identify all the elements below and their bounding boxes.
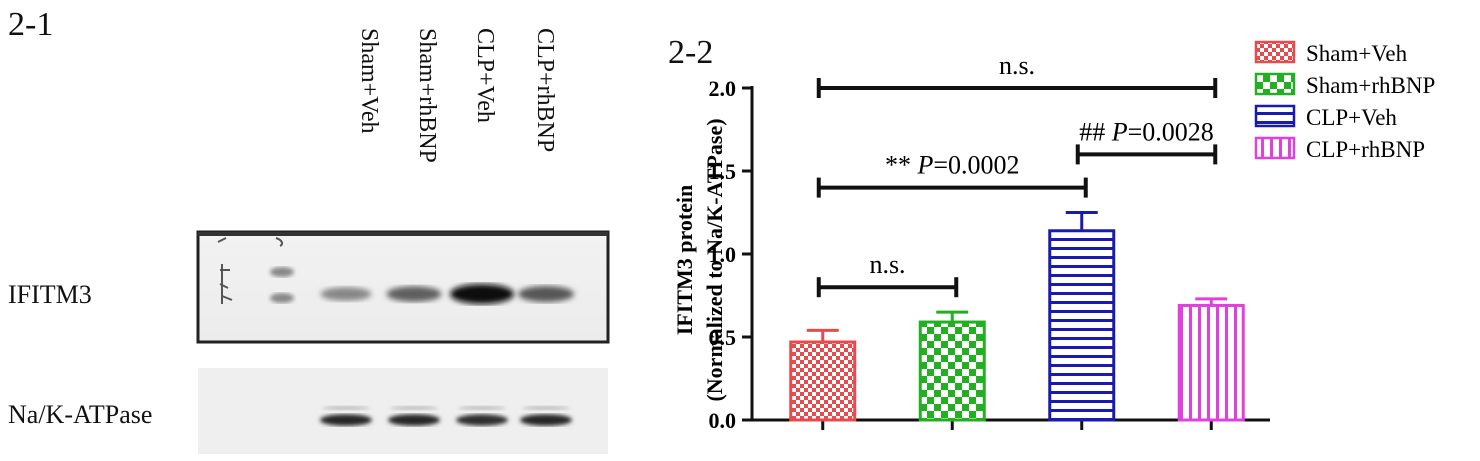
- y-tick-label: 0.5: [709, 325, 737, 350]
- y-tick-label: 2.0: [709, 76, 737, 101]
- western-blot-image: [196, 230, 610, 454]
- ifitm3-band-3: [450, 284, 514, 304]
- atpase-blot-strip: [198, 368, 608, 454]
- bar-4: [1177, 303, 1245, 422]
- lane-label-clp-veh: CLP+Veh: [472, 28, 498, 123]
- legend-swatch-4: [1254, 136, 1296, 160]
- legend-label-2: Sham+rhBNP: [1306, 73, 1435, 98]
- blot-row-label-ifitm3: IFITM3: [8, 280, 92, 309]
- y-tick-label: 1.5: [709, 159, 737, 184]
- significance-label-1: n.s.: [999, 51, 1035, 80]
- lane-label-sham-rhbnp: Sham+rhBNP: [414, 28, 440, 163]
- atpase-band-4: [520, 414, 572, 426]
- bar-chart: IFITM3 protein (Normalized to Na/K-ATPas…: [672, 40, 1435, 433]
- bar-3: [1048, 229, 1116, 422]
- significance-label-4: n.s.: [869, 250, 905, 279]
- ifitm3-blot-strip: [196, 230, 610, 344]
- ifitm3-band-2: [386, 286, 442, 302]
- atpase-band-upper-2: [390, 406, 438, 410]
- atpase-band-upper-3: [458, 406, 506, 410]
- bar-2: [918, 320, 986, 422]
- legend-swatch-1: [1254, 40, 1296, 64]
- panel-label-2-1: 2-1: [8, 6, 54, 43]
- atpase-band-1: [320, 414, 372, 426]
- atpase-band-upper-1: [322, 406, 370, 410]
- legend-label-4: CLP+rhBNP: [1306, 137, 1425, 162]
- significance-annotations: n.s. ## P=0.0028 ** P=0.0002 n.s.: [816, 51, 1218, 298]
- chart-bars: [789, 211, 1245, 422]
- y-axis-label: IFITM3 protein: [672, 185, 697, 336]
- legend-label-1: Sham+Veh: [1306, 41, 1408, 66]
- ifitm3-band-4: [518, 286, 574, 302]
- chart-legend: Sham+Veh Sham+rhBNP CLP+Veh CLP+rhBNP: [1254, 40, 1435, 162]
- panel-label-2-2: 2-2: [668, 34, 714, 71]
- atpase-band-2: [388, 414, 440, 426]
- blot-row-label-atpase: Na/K-ATPase: [8, 400, 153, 429]
- y-tick-label: 1.0: [709, 242, 737, 267]
- bar-1: [789, 340, 857, 422]
- atpase-band-upper-4: [522, 406, 570, 410]
- legend-label-3: CLP+Veh: [1306, 105, 1397, 130]
- ifitm3-band-1: [320, 287, 372, 301]
- lane-label-clp-rhbnp: CLP+rhBNP: [532, 28, 558, 153]
- atpase-band-3: [456, 414, 508, 426]
- significance-label-3: ** P=0.0002: [885, 151, 1020, 180]
- y-axis-label-line2: (Normalized to Na/K-ATPase): [702, 118, 727, 401]
- legend-swatch-2: [1254, 72, 1296, 96]
- y-tick-label: 0.0: [709, 408, 737, 433]
- legend-swatch-3: [1254, 104, 1296, 128]
- lane-label-sham-veh: Sham+Veh: [356, 28, 382, 134]
- ladder-marker-icon: [217, 237, 284, 304]
- significance-label-2: ## P=0.0028: [1079, 117, 1214, 146]
